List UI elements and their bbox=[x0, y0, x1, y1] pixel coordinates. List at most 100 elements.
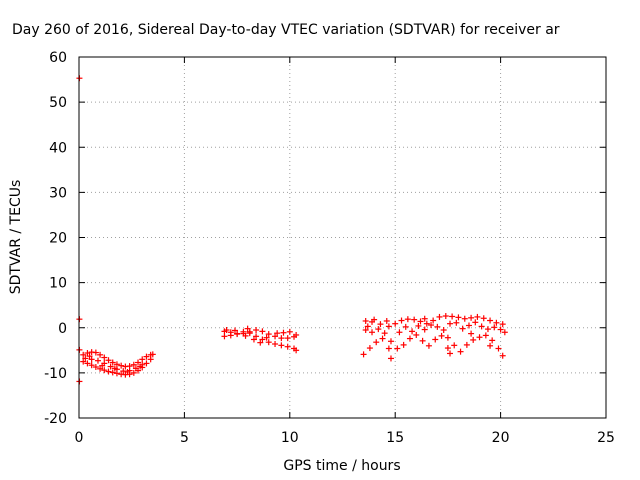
data-point bbox=[234, 330, 241, 337]
data-point bbox=[242, 332, 249, 339]
data-point bbox=[482, 332, 489, 339]
data-point bbox=[94, 357, 101, 364]
data-point bbox=[278, 342, 285, 349]
y-tick-label: 10 bbox=[49, 276, 67, 292]
data-point bbox=[130, 369, 137, 376]
data-point bbox=[143, 360, 150, 367]
data-point bbox=[362, 317, 369, 324]
data-point bbox=[474, 313, 481, 320]
data-point bbox=[495, 345, 502, 352]
data-point bbox=[463, 341, 470, 348]
data-point bbox=[107, 363, 114, 370]
data-point bbox=[101, 367, 108, 374]
data-point bbox=[109, 359, 116, 366]
data-point bbox=[88, 356, 95, 363]
data-point bbox=[459, 325, 466, 332]
data-point bbox=[373, 339, 380, 346]
data-point bbox=[286, 328, 293, 335]
data-point bbox=[259, 328, 266, 335]
data-point bbox=[80, 358, 87, 365]
data-point bbox=[444, 345, 451, 352]
data-point bbox=[265, 339, 272, 346]
data-point bbox=[364, 323, 371, 330]
data-point bbox=[404, 316, 411, 323]
data-point bbox=[253, 327, 260, 334]
data-point bbox=[99, 362, 106, 369]
data-point bbox=[135, 359, 142, 366]
x-tick-label: 10 bbox=[281, 430, 299, 446]
data-point bbox=[398, 317, 405, 324]
data-point bbox=[92, 349, 99, 356]
data-point bbox=[436, 313, 443, 320]
data-point bbox=[413, 331, 420, 338]
data-point bbox=[259, 336, 266, 343]
y-tick-label: 30 bbox=[49, 185, 67, 201]
y-tick-label: 40 bbox=[49, 140, 67, 156]
data-point bbox=[499, 321, 506, 328]
data-point bbox=[124, 368, 131, 375]
data-point bbox=[105, 368, 112, 375]
data-point bbox=[86, 353, 93, 360]
data-point bbox=[402, 323, 409, 330]
data-point bbox=[139, 356, 146, 363]
data-point bbox=[444, 334, 451, 341]
data-point bbox=[385, 323, 392, 330]
x-tick-label: 20 bbox=[492, 430, 510, 446]
data-point bbox=[484, 326, 491, 333]
data-point bbox=[497, 326, 504, 333]
data-point bbox=[293, 331, 300, 338]
data-point bbox=[143, 353, 150, 360]
data-point bbox=[231, 327, 238, 334]
data-point bbox=[453, 319, 460, 326]
data-point bbox=[375, 326, 382, 333]
data-point bbox=[491, 324, 498, 331]
data-point bbox=[472, 319, 479, 326]
x-axis-label: GPS time / hours bbox=[283, 458, 400, 474]
data-point bbox=[387, 355, 394, 362]
data-point bbox=[360, 351, 367, 358]
data-point bbox=[478, 323, 485, 330]
data-point bbox=[147, 356, 154, 363]
data-point bbox=[449, 313, 456, 320]
data-point bbox=[455, 314, 462, 321]
data-point bbox=[493, 319, 500, 326]
data-point bbox=[394, 345, 401, 352]
y-tick-label: -20 bbox=[44, 411, 67, 427]
data-point bbox=[130, 361, 137, 368]
data-point bbox=[253, 333, 260, 340]
data-point bbox=[272, 333, 279, 340]
data-point bbox=[284, 343, 291, 350]
data-point bbox=[387, 338, 394, 345]
data-point bbox=[499, 352, 506, 359]
data-point bbox=[501, 329, 508, 336]
data-point bbox=[400, 341, 407, 348]
data-point bbox=[118, 362, 125, 369]
data-point bbox=[432, 336, 439, 343]
x-tick-label: 15 bbox=[386, 430, 404, 446]
data-point bbox=[476, 334, 483, 341]
grid bbox=[79, 57, 606, 418]
data-point bbox=[425, 342, 432, 349]
data-points bbox=[76, 75, 508, 385]
data-point bbox=[487, 317, 494, 324]
data-point bbox=[278, 335, 285, 342]
data-point bbox=[423, 320, 430, 327]
y-tick-label: 50 bbox=[49, 95, 67, 111]
data-point bbox=[137, 363, 144, 370]
data-point bbox=[442, 313, 449, 320]
data-point bbox=[468, 314, 475, 321]
data-point bbox=[419, 337, 426, 344]
y-tick-label: 60 bbox=[49, 50, 67, 66]
data-point bbox=[109, 369, 116, 376]
y-axis-label: SDTVAR / TECUs bbox=[8, 180, 24, 295]
data-point bbox=[428, 322, 435, 329]
data-point bbox=[411, 316, 418, 323]
data-point bbox=[362, 327, 369, 334]
y-tick-label: 0 bbox=[58, 321, 67, 337]
data-point bbox=[263, 334, 270, 341]
data-point bbox=[221, 333, 228, 340]
data-point bbox=[396, 329, 403, 336]
data-point bbox=[366, 345, 373, 352]
data-point bbox=[440, 327, 447, 334]
